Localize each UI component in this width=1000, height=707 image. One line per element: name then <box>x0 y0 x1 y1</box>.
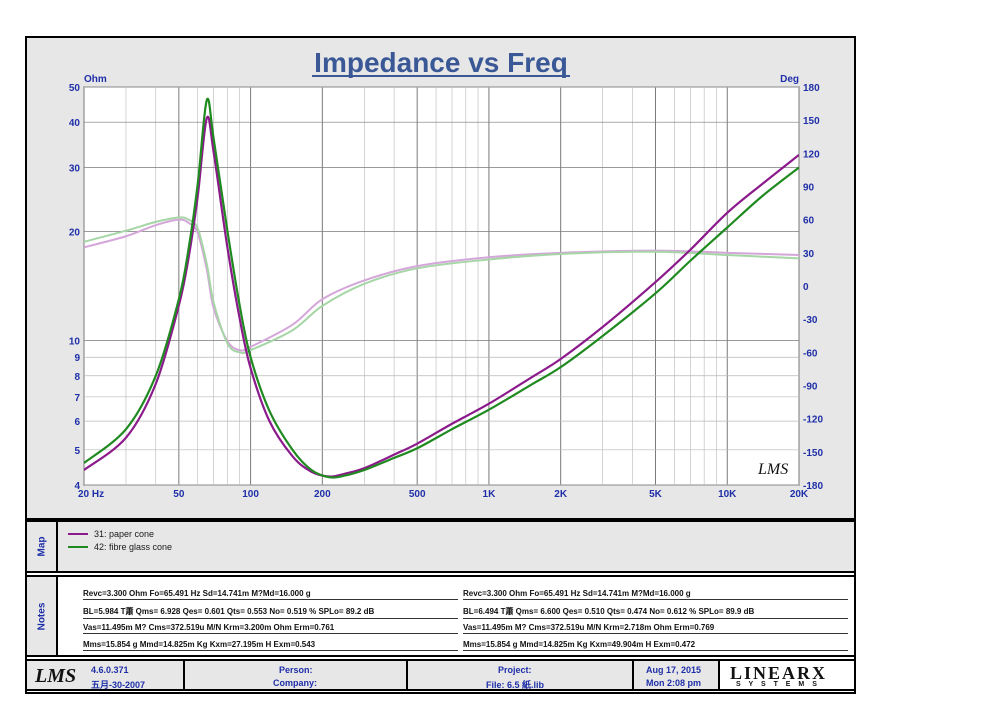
map-panel: 31: paper cone 42: fibre glass cone <box>56 520 856 573</box>
y-right-tick-label: 60 <box>803 216 815 227</box>
lms-watermark-logo: LMS <box>757 461 788 478</box>
grid <box>83 86 800 486</box>
legend-label-fibre: 42: fibre glass cone <box>94 542 173 552</box>
note-right-2: BL=6.494 T蕭 Qms= 6.600 Qes= 0.510 Qts= 0… <box>463 606 848 619</box>
x-tick-label: 20 Hz <box>78 489 104 500</box>
y-right-tick-label: 0 <box>803 282 809 293</box>
x-tick-label: 2K <box>554 489 568 500</box>
y-left-tick-label: 50 <box>69 83 81 94</box>
map-tab: Map <box>25 520 58 573</box>
y-left-tick-label: 7 <box>74 393 80 404</box>
footer-date: Aug 17, 2015 <box>646 665 702 675</box>
y-left-tick-label: 10 <box>69 337 81 348</box>
plot-area <box>83 86 800 486</box>
footer-brand-sub: S Y S T E M S <box>736 681 820 688</box>
legend-item-paper-cone[interactable]: 31: paper cone <box>68 529 154 539</box>
footer-date-cell: Aug 17, 2015 Mon 2:08 pm <box>632 659 720 691</box>
footer-person-cell: Person: Company: <box>183 659 408 691</box>
x-tick-label: 20K <box>790 489 809 500</box>
x-tick-label: 50 <box>173 489 185 500</box>
y-right-tick-label: 180 <box>803 83 820 94</box>
footer-version-date: 五月-30-2007 <box>91 680 146 690</box>
x-tick-label: 200 <box>314 489 331 500</box>
y-right-tick-label: 90 <box>803 183 815 194</box>
y-left-tick-label: 6 <box>74 417 80 428</box>
map-tab-label: Map <box>36 536 47 557</box>
footer-brand-cell: LINEARX S Y S T E M S <box>718 659 856 691</box>
y-right-tick-label: 120 <box>803 149 820 160</box>
legend-item-fibre-glass-cone[interactable]: 42: fibre glass cone <box>68 542 172 552</box>
footer-project-label: Project: <box>498 665 532 675</box>
footer-version-cell: LMS 4.6.0.371 五月-30-2007 <box>25 659 185 691</box>
note-left-1: Revc=3.300 Ohm Fo=65.491 Hz Sd=14.741m M… <box>83 589 458 600</box>
x-tick-label: 10K <box>718 489 737 500</box>
series-line-3 <box>84 216 799 355</box>
y-right-tick-label: -180 <box>803 481 823 492</box>
y-left-tick-label: 9 <box>74 353 80 364</box>
y-left-tick-label: 8 <box>74 372 80 383</box>
footer-company-label: Company: <box>273 678 318 688</box>
x-tick-label: 5K <box>649 489 663 500</box>
y-left-tick-label: 5 <box>74 446 80 457</box>
note-left-3: Vas=11.495m M? Cms=372.519u M/N Krm=3.20… <box>83 623 458 634</box>
note-right-4: Mms=15.854 g Mmd=14.825m Kg Kxm=49.904m … <box>463 640 848 651</box>
footer-version: 4.6.0.371 <box>91 665 129 675</box>
legend-label-paper: 31: paper cone <box>94 529 155 539</box>
y-left-tick-label: 20 <box>69 227 81 238</box>
legend-swatch-fibre <box>68 546 88 548</box>
svg-text:LMS: LMS <box>757 461 788 478</box>
notes-tab: Notes <box>25 575 58 657</box>
y-left-tick-label: 30 <box>69 163 81 174</box>
tick-labels: 20 Hz 50 100 200 500 1K 2K 5K 10K 20K456789102030… <box>69 83 824 500</box>
footer-file-label: File: 6.5 紙.lib <box>486 680 545 690</box>
series-line-1 <box>84 97 799 479</box>
footer-lms-logo: LMS <box>35 665 77 687</box>
note-left-2: BL=5.984 T蕭 Qms= 6.928 Qes= 0.601 Qts= 0… <box>83 606 458 619</box>
footer-person-label: Person: <box>279 665 313 675</box>
x-tick-label: 1K <box>483 489 497 500</box>
x-tick-label: 100 <box>242 489 259 500</box>
footer-project-cell: Project: File: 6.5 紙.lib <box>406 659 634 691</box>
y-right-tick-label: 30 <box>803 249 815 260</box>
notes-tab-label: Notes <box>35 602 47 630</box>
notes-panel: Revc=3.300 Ohm Fo=65.491 Hz Sd=14.741m M… <box>56 575 856 657</box>
y-right-tick-label: -60 <box>803 348 818 359</box>
y-left-tick-label: 40 <box>69 118 81 129</box>
note-right-1: Revc=3.300 Ohm Fo=65.491 Hz Sd=14.741m M… <box>463 589 848 600</box>
y-left-tick-label: 4 <box>74 481 80 492</box>
chart-title: Impedance vs Freq <box>314 47 568 78</box>
y-right-tick-label: 150 <box>803 116 820 127</box>
y-right-tick-label: -30 <box>803 315 818 326</box>
right-axis-unit: Deg <box>780 74 799 85</box>
footer-brand-logo: LINEARX <box>730 663 828 683</box>
y-right-tick-label: -120 <box>803 415 823 426</box>
note-left-4: Mms=15.854 g Mmd=14.825m Kg Kxm=27.195m … <box>83 640 458 651</box>
y-right-tick-label: -90 <box>803 382 818 393</box>
legend-swatch-paper <box>68 533 88 535</box>
footer-time: Mon 2:08 pm <box>646 678 702 688</box>
series-group <box>84 97 799 479</box>
x-tick-label: 500 <box>409 489 426 500</box>
y-right-tick-label: -150 <box>803 448 823 459</box>
note-right-3: Vas=11.495m M? Cms=372.519u M/N Krm=2.71… <box>463 623 848 634</box>
left-axis-unit: Ohm <box>84 74 107 85</box>
